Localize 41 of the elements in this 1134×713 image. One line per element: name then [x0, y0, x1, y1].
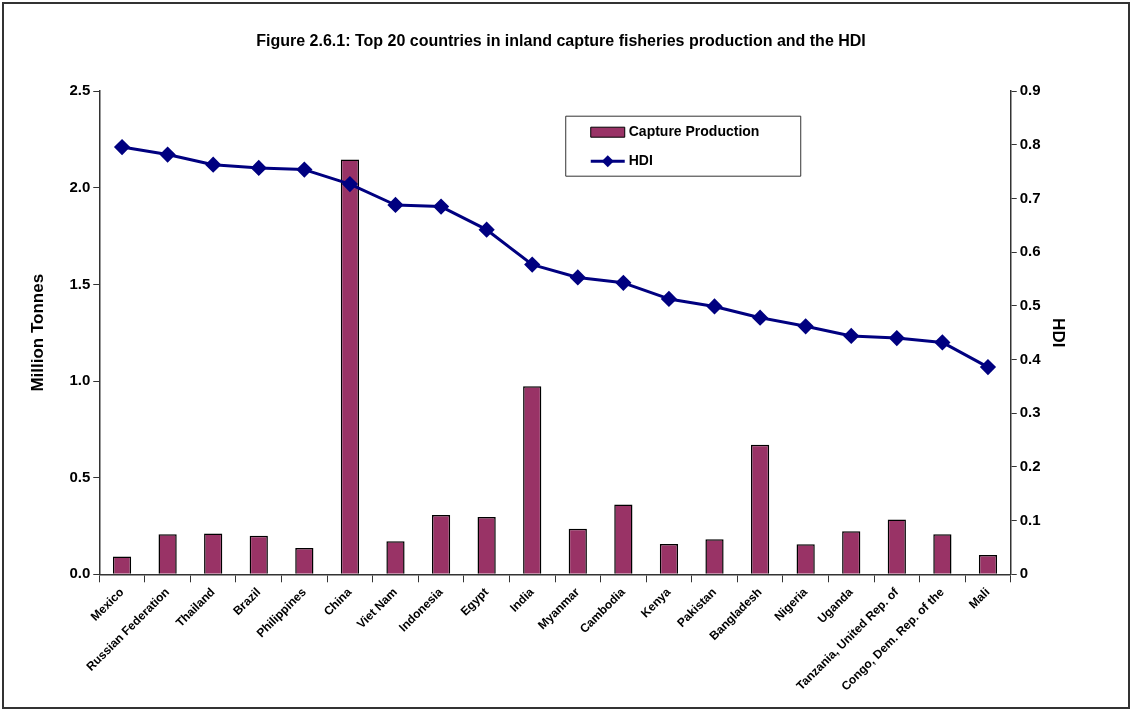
y2-tick-label: 0	[1019, 564, 1029, 582]
y-tick-label: 2.5	[69, 81, 91, 99]
point	[661, 291, 677, 307]
point	[798, 318, 814, 334]
point	[570, 269, 586, 285]
y2-tick-label: 0.6	[1019, 242, 1041, 260]
y2-tick-label: 0.7	[1019, 188, 1041, 206]
point	[524, 257, 540, 273]
y2-tick-label: 0.8	[1019, 135, 1041, 153]
point	[205, 157, 221, 173]
point	[342, 176, 358, 192]
y-tick-label: 1.5	[69, 274, 91, 292]
point	[843, 328, 859, 344]
y2-tick-label: 0.4	[1019, 349, 1042, 367]
chart-title: Figure 2.6.1: Top 20 countries in inland capture fisheries production and the HDI	[256, 32, 866, 50]
point	[707, 298, 723, 314]
y-tick-label: 1.0	[69, 371, 91, 389]
point	[889, 330, 905, 346]
y-tick-label: 2.0	[69, 177, 91, 195]
point	[615, 275, 631, 291]
point	[160, 147, 176, 163]
y2-axis-title: HDI	[1049, 318, 1069, 348]
point	[114, 139, 130, 155]
y-axis-title: Million Tonnes	[27, 273, 47, 392]
point	[752, 310, 768, 326]
legend-label: Capture Production	[628, 123, 760, 140]
y2-tick-label: 0.2	[1019, 457, 1041, 475]
y-tick-label: 0.5	[69, 467, 91, 485]
point	[433, 199, 449, 215]
y2-tick-label: 0.3	[1019, 403, 1041, 421]
point	[387, 197, 403, 213]
y2-tick-label: 0.9	[1019, 81, 1041, 99]
point	[479, 222, 495, 238]
point	[296, 162, 312, 178]
legend-label: HDI	[628, 152, 653, 169]
y-tick-label: 0.0	[69, 564, 91, 582]
point	[934, 334, 950, 350]
point	[251, 160, 267, 176]
point	[980, 359, 996, 375]
y2-tick-label: 0.1	[1019, 510, 1041, 528]
y2-tick-label: 0.5	[1019, 296, 1041, 314]
